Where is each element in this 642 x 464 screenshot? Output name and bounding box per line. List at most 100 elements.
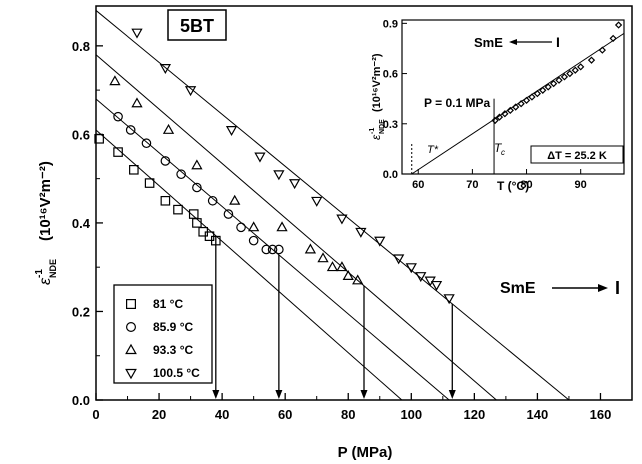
- inset-data-point: [501, 110, 509, 118]
- main-y-axis-label: ε -1 NDE (10¹⁶V²m⁻²): [34, 161, 58, 285]
- y-tick-label: 0.0: [72, 393, 90, 408]
- x-tick-label: 140: [527, 407, 549, 422]
- x-tick-label: 100: [400, 407, 422, 422]
- legend-box: [113, 284, 213, 384]
- data-point: [225, 125, 238, 137]
- inset-data-point: [512, 103, 520, 111]
- svg-text:(10¹⁶V²m⁻²): (10¹⁶V²m⁻²): [37, 161, 54, 241]
- fit-line: [95, 10, 570, 401]
- inset-data-point: [522, 96, 531, 104]
- inset-data-point: [549, 79, 558, 88]
- inset-data-point: [609, 34, 617, 43]
- data-point: [207, 195, 218, 206]
- inset-y-tick-label: 0.9: [383, 18, 398, 30]
- inset-transition-from: SmE: [474, 35, 503, 50]
- inset-delta-box: [530, 145, 624, 164]
- main-transition-to: I: [615, 278, 620, 298]
- inset-pressure-note: P = 0.1 MPa: [424, 96, 490, 110]
- y-tick-label: 0.4: [72, 216, 91, 231]
- inset-data-point: [566, 69, 574, 78]
- inset-data-point: [577, 63, 585, 71]
- legend-markers: [125, 299, 137, 380]
- y-tick-label: 0.8: [72, 39, 90, 54]
- inset-transition-arrowhead: [509, 39, 517, 45]
- data-point: [311, 196, 323, 207]
- main-transition-from: SmE: [500, 280, 536, 297]
- fit-line: [95, 129, 403, 401]
- inset-x-tick-label: 60: [412, 179, 424, 191]
- data-point: [443, 294, 455, 305]
- main-fit-lines: [95, 10, 570, 401]
- inset-data-point: [506, 106, 514, 115]
- svg-text:-1: -1: [34, 269, 45, 278]
- svg-text:ε: ε: [37, 277, 54, 285]
- svg-text:-1: -1: [369, 128, 376, 134]
- data-point: [276, 221, 288, 232]
- inset-x-tick-labels: 60 70 80 90: [412, 179, 587, 191]
- x-tick-label: 80: [341, 407, 355, 422]
- data-point: [131, 28, 143, 39]
- data-point: [176, 169, 186, 180]
- data-point: [254, 152, 266, 163]
- legend-label-93-3: 93.3 °C: [153, 343, 193, 357]
- inset-data-points: [491, 21, 623, 125]
- inset-y-tick-label: 0.0: [383, 169, 398, 181]
- data-point: [223, 209, 234, 219]
- transition-arrowhead: [212, 390, 220, 399]
- data-point: [267, 244, 278, 255]
- data-point: [273, 170, 285, 181]
- inset-data-point: [560, 73, 569, 81]
- inset-tc-label: T: [494, 141, 503, 155]
- svg-text:ε: ε: [369, 134, 383, 140]
- data-point: [317, 252, 329, 263]
- inset-data-point: [495, 113, 504, 121]
- data-point: [288, 179, 301, 190]
- inset-data-point: [571, 66, 579, 74]
- legend-label-81: 81 °C: [153, 297, 183, 311]
- data-point: [192, 218, 202, 228]
- svg-text:NDE: NDE: [379, 119, 386, 134]
- inset-data-point: [528, 93, 536, 101]
- legend-marker: [125, 299, 136, 310]
- data-point: [236, 222, 246, 233]
- data-point: [374, 236, 386, 247]
- main-data-points: [94, 28, 455, 305]
- legend-label-85-9: 85.9 °C: [153, 320, 193, 334]
- inset-y-tick-labels: 0.0 0.3 0.6 0.9: [383, 18, 398, 181]
- data-point: [94, 134, 104, 144]
- main-y-tick-labels: 0.0 0.2 0.4 0.6 0.8: [72, 39, 91, 408]
- inset-y-axis-label: ε -1 NDE (10¹⁶V²m⁻²): [369, 53, 386, 140]
- inset-data-point: [587, 56, 596, 64]
- inset-x-tick-label: 80: [520, 179, 532, 191]
- data-point: [336, 261, 348, 272]
- data-point: [173, 204, 183, 215]
- data-point: [352, 274, 364, 285]
- main-transition-arrowhead: [598, 284, 608, 292]
- data-point: [191, 159, 203, 170]
- data-point: [248, 235, 259, 246]
- inset-y-tick-label: 0.6: [383, 69, 398, 81]
- data-point: [109, 75, 121, 86]
- data-point: [304, 243, 317, 254]
- x-tick-label: 160: [590, 407, 612, 422]
- inset-data-point: [598, 46, 606, 54]
- data-point: [261, 244, 272, 255]
- data-point: [113, 147, 123, 157]
- inset-data-point: [539, 86, 547, 94]
- transition-arrowhead: [275, 390, 283, 399]
- data-point: [336, 214, 348, 225]
- inset-x-axis-label: T (°C): [497, 179, 529, 193]
- inset-x-tick-label: 70: [466, 179, 478, 191]
- data-point: [326, 261, 339, 272]
- data-point: [415, 272, 427, 283]
- data-point: [247, 221, 260, 232]
- x-tick-label: 20: [152, 407, 166, 422]
- data-point: [159, 64, 172, 75]
- legend-marker: [125, 368, 137, 380]
- svg-text:(10¹⁶V²m⁻²): (10¹⁶V²m⁻²): [371, 53, 383, 112]
- data-point: [144, 178, 155, 188]
- data-point: [393, 254, 405, 265]
- data-point: [355, 227, 367, 238]
- data-point: [160, 156, 171, 166]
